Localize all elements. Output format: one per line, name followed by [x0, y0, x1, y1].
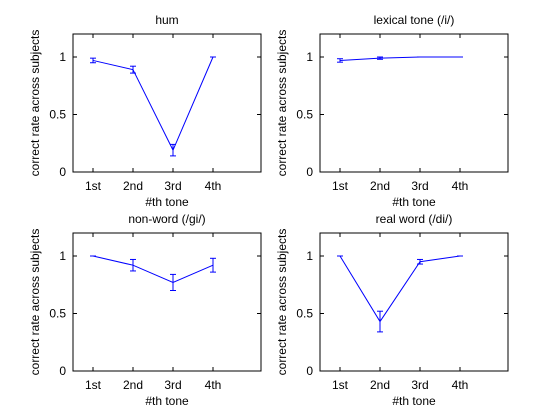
- error-bar: [170, 273, 176, 291]
- error-bar: [170, 143, 176, 157]
- y-tick-label: 0: [306, 165, 313, 179]
- x-tick-label: 2nd: [370, 179, 390, 193]
- plot-frame: [72, 232, 262, 372]
- x-axis-label: #th tone: [392, 195, 436, 209]
- plot-frame: [72, 33, 262, 173]
- x-tick-label: 1st: [332, 378, 349, 392]
- y-tick-label: 0: [306, 364, 313, 378]
- subplot-2: lexical tone (/i/) #th tone correct rate a…: [275, 13, 509, 209]
- x-tick-label: 4th: [205, 179, 222, 193]
- y-axis-label: correct rate across subjects: [275, 229, 289, 376]
- x-tick-label: 1st: [85, 378, 102, 392]
- subplot-3: non-word (/gi/) #th tone correct rate acro…: [28, 212, 262, 408]
- y-tick-label: 1: [306, 249, 313, 263]
- x-tick-label: 1st: [332, 179, 349, 193]
- y-tick-label: 0.5: [296, 108, 313, 122]
- series-line: [92, 255, 214, 283]
- y-axis-label: correct rate across subjects: [28, 229, 42, 376]
- x-axis-label: #th tone: [145, 195, 189, 209]
- x-tick-label: 4th: [452, 378, 469, 392]
- chart-title: lexical tone (/i/): [374, 13, 455, 27]
- y-tick-label: 0: [59, 165, 66, 179]
- y-tick-label: 0: [59, 364, 66, 378]
- subplot-1: hum #th tone correct rate across subjects 0…: [28, 13, 262, 209]
- chart-title: real word (/di/): [376, 212, 453, 226]
- error-bar: [130, 258, 136, 272]
- series-line: [92, 56, 214, 152]
- chart-title: non-word (/gi/): [128, 212, 205, 226]
- plot-frame: [319, 33, 509, 173]
- error-bar: [90, 57, 96, 64]
- x-tick-label: 3rd: [411, 378, 428, 392]
- error-bar: [377, 56, 383, 60]
- x-tick-label: 2nd: [123, 179, 143, 193]
- series-line: [339, 56, 460, 61]
- series-line: [339, 255, 461, 323]
- y-axis-label: correct rate across subjects: [275, 30, 289, 177]
- x-tick-label: 2nd: [370, 378, 390, 392]
- chart-title: hum: [155, 13, 178, 27]
- y-tick-label: 0.5: [49, 108, 66, 122]
- plot-frame: [319, 232, 509, 372]
- x-tick-label: 4th: [205, 378, 222, 392]
- y-tick-label: 0.5: [49, 307, 66, 321]
- x-tick-label: 1st: [85, 179, 102, 193]
- y-tick-label: 1: [59, 50, 66, 64]
- y-axis-label: correct rate across subjects: [28, 30, 42, 177]
- subplot-4: real word (/di/) #th tone correct rate acr…: [275, 212, 509, 408]
- error-bar: [130, 65, 136, 74]
- x-tick-label: 3rd: [411, 179, 428, 193]
- y-tick-label: 1: [59, 249, 66, 263]
- error-bar: [337, 58, 343, 63]
- error-bar: [210, 257, 216, 273]
- x-tick-label: 3rd: [164, 179, 181, 193]
- y-tick-label: 0.5: [296, 307, 313, 321]
- subplot-grid: hum #th tone correct rate across subjects 0…: [28, 13, 509, 408]
- x-tick-label: 2nd: [123, 378, 143, 392]
- x-axis-label: #th tone: [392, 394, 436, 408]
- error-bar: [377, 310, 383, 333]
- x-tick-label: 4th: [452, 179, 469, 193]
- y-tick-label: 1: [306, 50, 313, 64]
- error-bar: [417, 258, 423, 265]
- x-tick-label: 3rd: [164, 378, 181, 392]
- x-axis-label: #th tone: [145, 394, 189, 408]
